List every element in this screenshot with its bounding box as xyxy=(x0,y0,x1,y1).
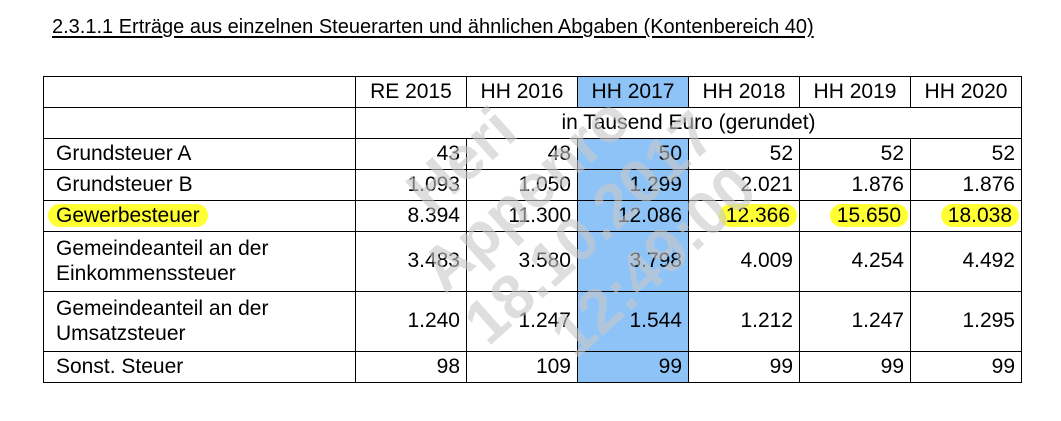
table-cell: 99 xyxy=(910,351,1022,383)
header-empty-cell xyxy=(43,76,356,108)
highlighted-value: 12.366 xyxy=(718,203,797,227)
highlighted-label: Gewerbesteuer xyxy=(48,203,208,227)
row-label: Sonst. Steuer xyxy=(43,351,356,383)
row-label: Gemeindeanteil an der Einkommenssteuer xyxy=(43,231,356,292)
table-cell: 2.021 xyxy=(688,169,800,201)
unit-note: in Tausend Euro (gerundet) xyxy=(355,107,1022,139)
table-row-highlighted: Gewerbesteuer 8.394 11.300 12.086 12.366… xyxy=(43,200,1022,232)
unit-empty-cell xyxy=(43,107,356,139)
table-row: Sonst. Steuer 98 109 99 99 99 99 xyxy=(43,351,1022,383)
column-header: RE 2015 xyxy=(355,76,467,108)
row-label: Gemeindeanteil an der Umsatzsteuer xyxy=(43,291,356,352)
table-cell: 1.295 xyxy=(910,291,1022,352)
row-label-line: Gemeindeanteil an der xyxy=(56,297,269,321)
table-row: Gemeindeanteil an der Umsatzsteuer 1.240… xyxy=(43,291,1022,352)
highlighted-value: 18.038 xyxy=(940,203,1019,227)
tax-revenue-table: RE 2015 HH 2016 HH 2017 HH 2018 HH 2019 … xyxy=(43,76,1022,383)
table-cell: 4.009 xyxy=(688,231,800,292)
table-cell: 1.240 xyxy=(355,291,467,352)
table-cell: 43 xyxy=(355,138,467,170)
table-cell: 3.483 xyxy=(355,231,467,292)
section-heading: 2.3.1.1 Erträge aus einzelnen Steuerarte… xyxy=(52,16,814,38)
table-cell: 15.650 xyxy=(799,200,911,232)
row-label: Gewerbesteuer xyxy=(43,200,356,232)
table-row: Grundsteuer A 43 48 50 52 52 52 xyxy=(43,138,1022,170)
table-cell: 3.580 xyxy=(466,231,578,292)
table-cell: 1.212 xyxy=(688,291,800,352)
row-label-line: Gemeindeanteil an der xyxy=(56,237,269,261)
table-cell: 1.544 xyxy=(577,291,689,352)
row-label: Grundsteuer B xyxy=(43,169,356,201)
table-row: Gemeindeanteil an der Einkommenssteuer 3… xyxy=(43,231,1022,292)
table-row: Grundsteuer B 1.093 1.050 1.299 2.021 1.… xyxy=(43,169,1022,201)
row-label: Grundsteuer A xyxy=(43,138,356,170)
table-cell: 109 xyxy=(466,351,578,383)
table-cell: 1.093 xyxy=(355,169,467,201)
table-cell: 1.050 xyxy=(466,169,578,201)
column-header: HH 2020 xyxy=(910,76,1022,108)
table-cell: 1.876 xyxy=(910,169,1022,201)
table-cell: 48 xyxy=(466,138,578,170)
header-row: RE 2015 HH 2016 HH 2017 HH 2018 HH 2019 … xyxy=(43,76,1022,108)
row-label-line: Einkommenssteuer xyxy=(56,261,236,285)
table-cell: 52 xyxy=(688,138,800,170)
column-header: HH 2016 xyxy=(466,76,578,108)
table-cell: 50 xyxy=(577,138,689,170)
table-cell: 1.247 xyxy=(799,291,911,352)
table-cell: 52 xyxy=(910,138,1022,170)
table-cell: 99 xyxy=(799,351,911,383)
table-cell: 1.299 xyxy=(577,169,689,201)
table-cell: 4.492 xyxy=(910,231,1022,292)
table-cell: 8.394 xyxy=(355,200,467,232)
table-cell: 52 xyxy=(799,138,911,170)
table-cell: 3.798 xyxy=(577,231,689,292)
table-cell: 4.254 xyxy=(799,231,911,292)
column-header: HH 2018 xyxy=(688,76,800,108)
highlighted-value: 15.650 xyxy=(829,203,908,227)
table-cell: 98 xyxy=(355,351,467,383)
table-cell: 99 xyxy=(688,351,800,383)
table-cell: 1.247 xyxy=(466,291,578,352)
table-cell: 12.086 xyxy=(577,200,689,232)
column-header-highlighted: HH 2017 xyxy=(577,76,689,108)
column-header: HH 2019 xyxy=(799,76,911,108)
row-label-line: Umsatzsteuer xyxy=(56,321,186,345)
unit-row: in Tausend Euro (gerundet) xyxy=(43,107,1022,139)
table-cell: 18.038 xyxy=(910,200,1022,232)
table-cell: 11.300 xyxy=(466,200,578,232)
table-cell: 99 xyxy=(577,351,689,383)
table-cell: 12.366 xyxy=(688,200,800,232)
table-cell: 1.876 xyxy=(799,169,911,201)
